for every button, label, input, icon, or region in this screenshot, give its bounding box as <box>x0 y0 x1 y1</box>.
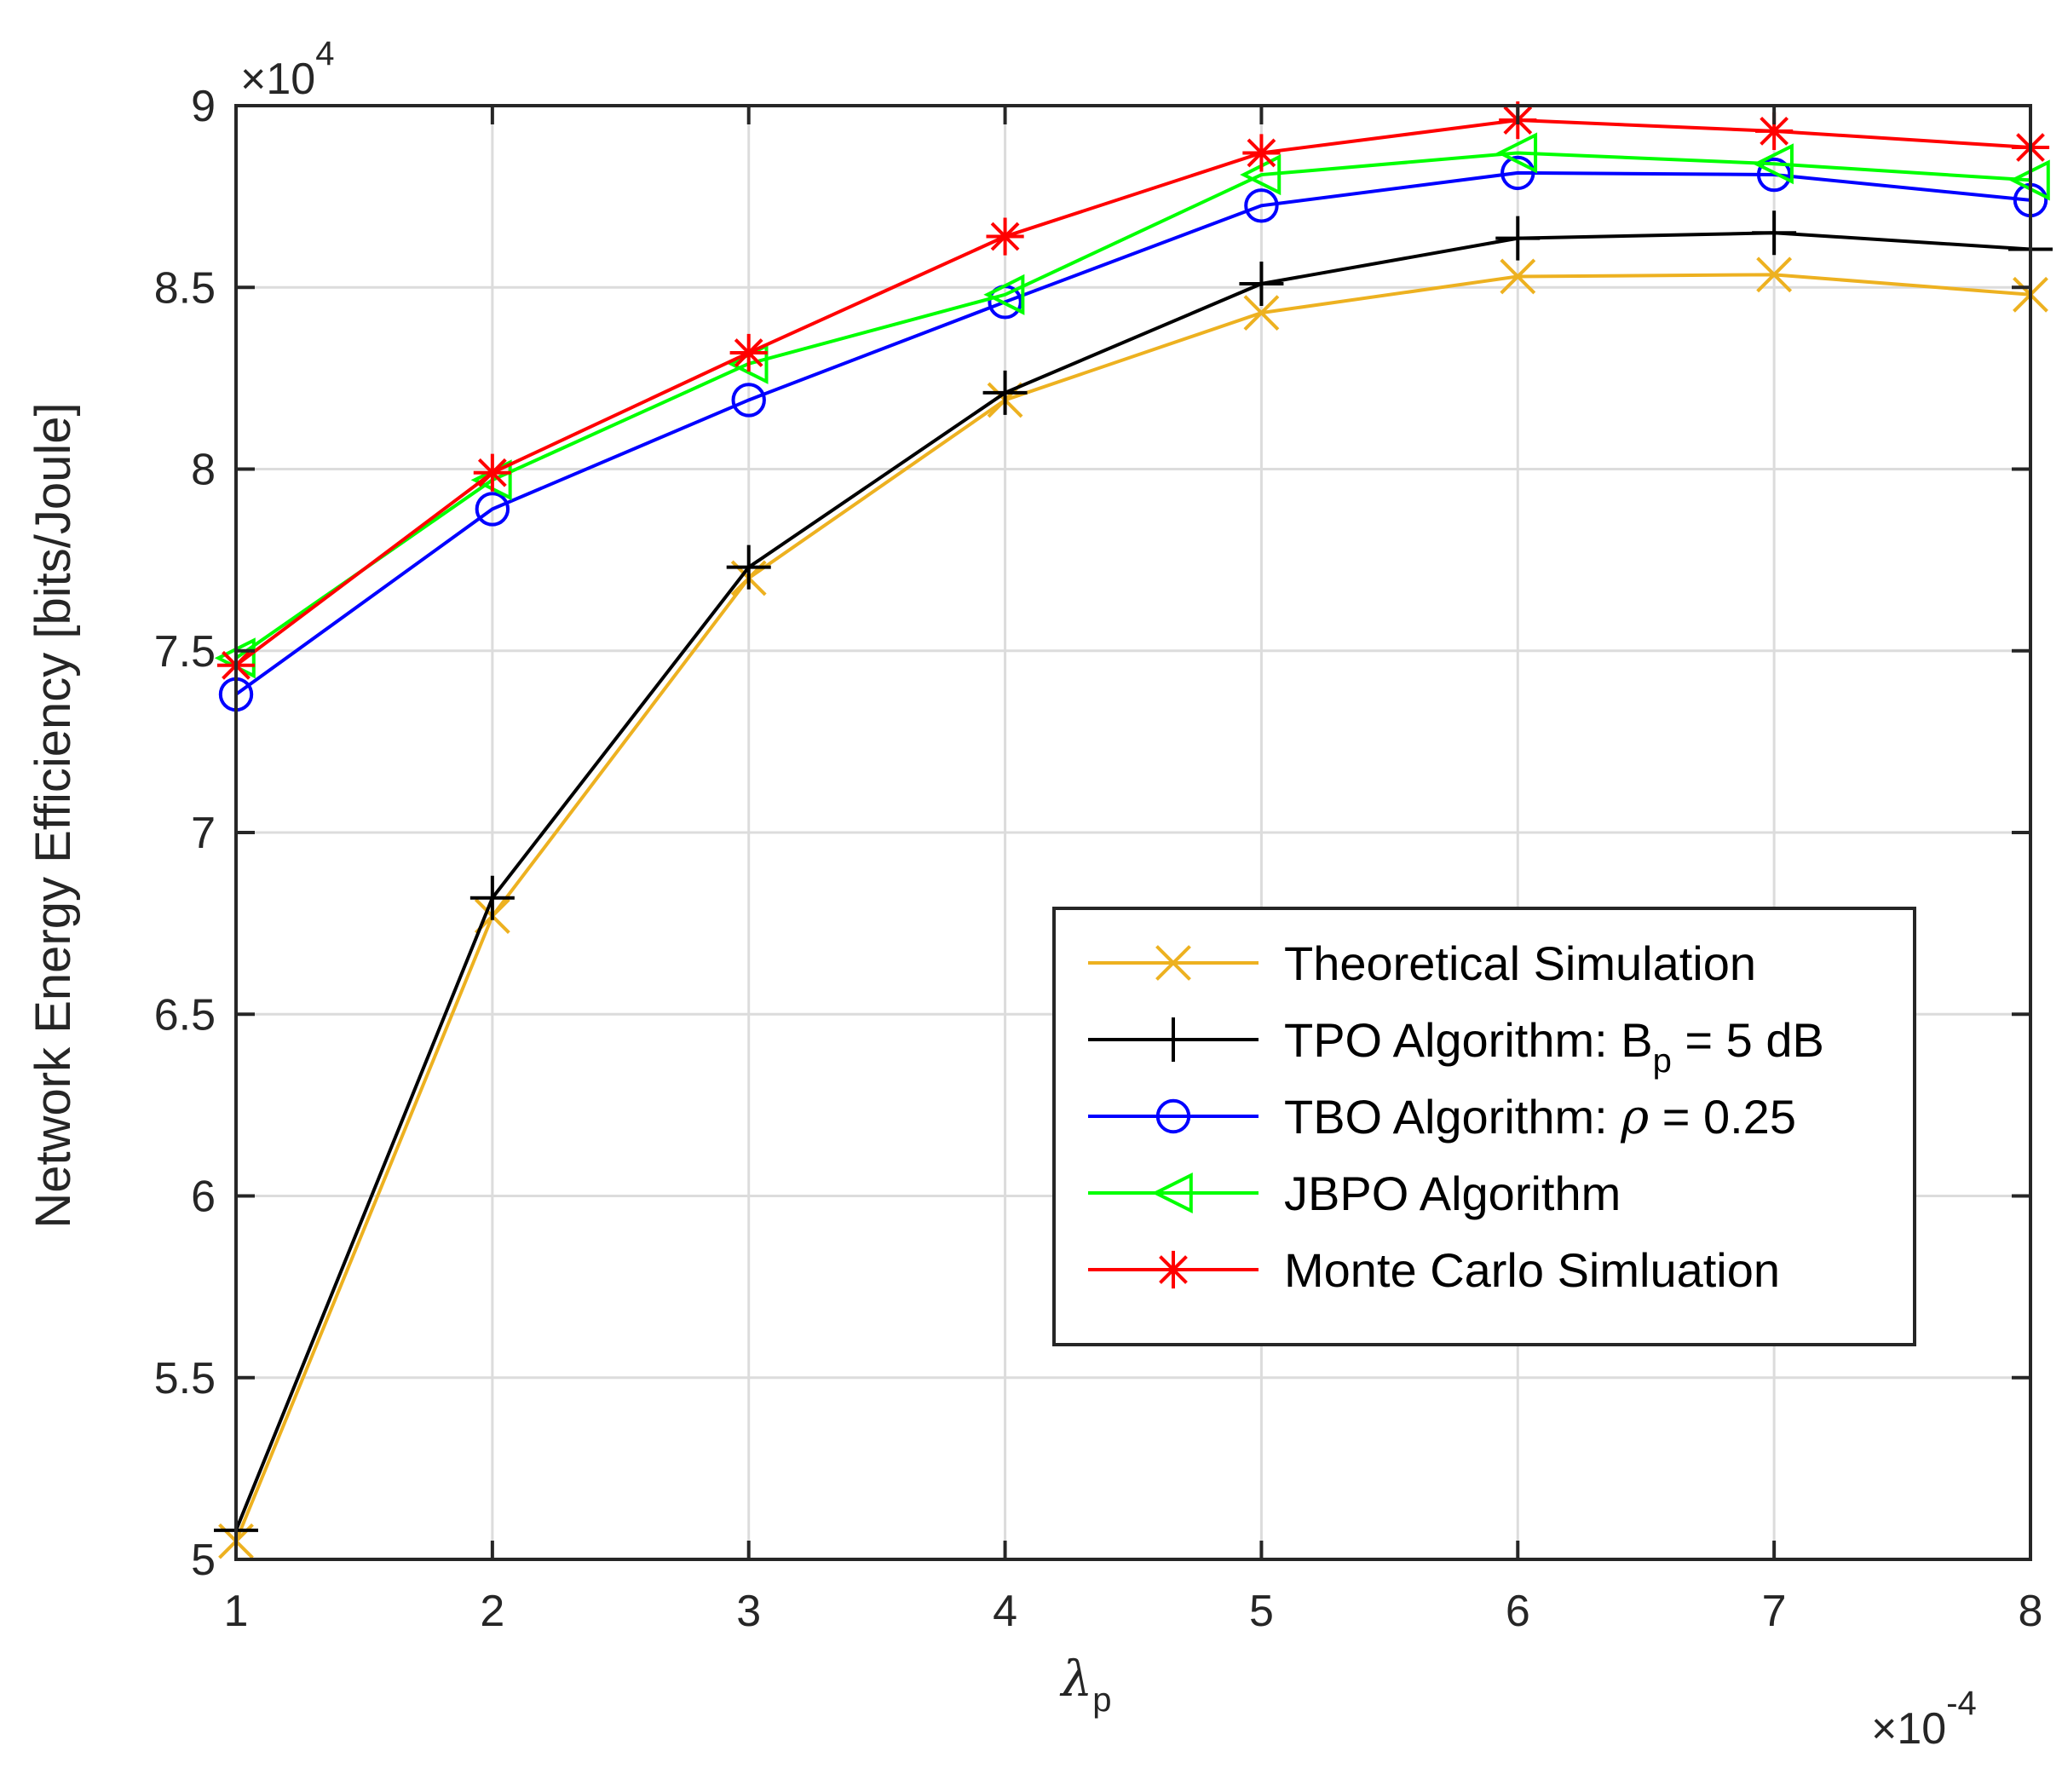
series-line <box>234 151 2031 660</box>
legend-entry: TPO Algorithm: Bp = 5 dB <box>1088 1013 1824 1080</box>
y-axis-title: Network Energy Efficiency [bits/Joule] <box>26 402 81 1228</box>
legend-label: TBO Algorithm: ρ = 0.25 <box>1284 1090 1796 1145</box>
series-line <box>234 170 2031 696</box>
x-multiplier-exponent: -4 <box>1946 1685 1977 1722</box>
legend-entry: Theoretical Simulation <box>1088 936 1756 990</box>
data-point <box>475 492 510 527</box>
x-tick-label: 2 <box>480 1587 504 1636</box>
series-5 <box>216 101 2050 684</box>
data-point <box>473 453 511 492</box>
legend-entry: Monte Carlo Simluation <box>1088 1243 1780 1297</box>
data-point <box>1500 155 1535 191</box>
data-point <box>1756 157 1792 193</box>
y-tick-label: 8.5 <box>154 263 216 313</box>
legend-marker <box>1151 1172 1193 1214</box>
x-tick-label: 5 <box>1249 1587 1274 1636</box>
series-line <box>234 231 2031 1531</box>
legend-label: Theoretical Simulation <box>1284 936 1756 990</box>
data-point <box>1752 210 1797 256</box>
legend-label: JBPO Algorithm <box>1284 1167 1621 1220</box>
y-tick-label: 6.5 <box>154 990 216 1040</box>
data-point <box>1244 188 1279 223</box>
legend-entry: JBPO Algorithm <box>1088 1167 1621 1220</box>
y-tick-label: 7 <box>191 809 216 858</box>
x-axis-title: λp <box>1059 1650 1111 1719</box>
legend-marker <box>1155 1098 1191 1134</box>
x-multiplier-base: ×10 <box>1871 1704 1946 1754</box>
series-line <box>234 118 2031 667</box>
x-axis-title-subscript: p <box>1092 1681 1111 1719</box>
x-tick-label: 4 <box>993 1587 1017 1636</box>
data-point <box>469 875 515 920</box>
y-tick-label: 6 <box>191 1173 216 1222</box>
y-tick-label: 5.5 <box>154 1354 216 1403</box>
legend-box <box>1052 907 1916 1346</box>
data-point <box>1243 295 1280 331</box>
data-point <box>1752 143 1794 185</box>
x-tick-label: 1 <box>224 1587 249 1636</box>
legend-label: Monte Carlo Simluation <box>1284 1243 1780 1297</box>
data-point <box>726 545 771 590</box>
legend-entry: TBO Algorithm: ρ = 0.25 <box>1088 1090 1796 1145</box>
legend-label: TPO Algorithm: Bp = 5 dB <box>1284 1013 1824 1080</box>
data-point <box>729 333 768 372</box>
legend-marker <box>1151 1017 1195 1062</box>
x-tick-label: 6 <box>1506 1587 1530 1636</box>
x-tick-label: 8 <box>2019 1587 2043 1636</box>
axes <box>234 104 2032 1561</box>
data-point <box>982 370 1028 415</box>
x-axis-multiplier: ×10-4 <box>1871 1685 1977 1754</box>
x-tick-label: 7 <box>1762 1587 1787 1636</box>
legend-marker <box>1154 1250 1193 1289</box>
data-point <box>731 383 766 418</box>
data-point <box>983 274 1025 315</box>
data-point <box>1756 256 1793 293</box>
data-point <box>1496 132 1538 174</box>
data-point <box>986 217 1024 256</box>
y-axis-multiplier: ×104 <box>240 35 334 104</box>
data-point <box>1242 134 1281 172</box>
data-point <box>1755 112 1794 150</box>
y-tick-label: 7.5 <box>154 627 216 677</box>
y-tick-label: 5 <box>191 1536 216 1585</box>
data-point <box>1239 261 1284 306</box>
y-multiplier-base: ×10 <box>240 55 315 104</box>
x-axis-title-symbol: λ <box>1059 1650 1092 1708</box>
legend: Theoretical Simulation TPO Algorithm: Bp … <box>1052 907 1916 1346</box>
series-layer <box>214 101 2053 1559</box>
y-tick-label: 8 <box>191 446 216 495</box>
tick-labels: 1 2 3 4 5 6 7 8 5 5.5 6 6.5 7 7.5 8 8.5 9 <box>154 82 2043 1636</box>
y-tick-label: 9 <box>191 82 216 131</box>
data-point <box>1500 258 1536 295</box>
data-point <box>1495 216 1541 261</box>
series-line <box>234 273 2031 1542</box>
y-multiplier-exponent: 4 <box>315 35 334 72</box>
legend-marker <box>1155 945 1191 981</box>
x-tick-label: 3 <box>736 1587 761 1636</box>
